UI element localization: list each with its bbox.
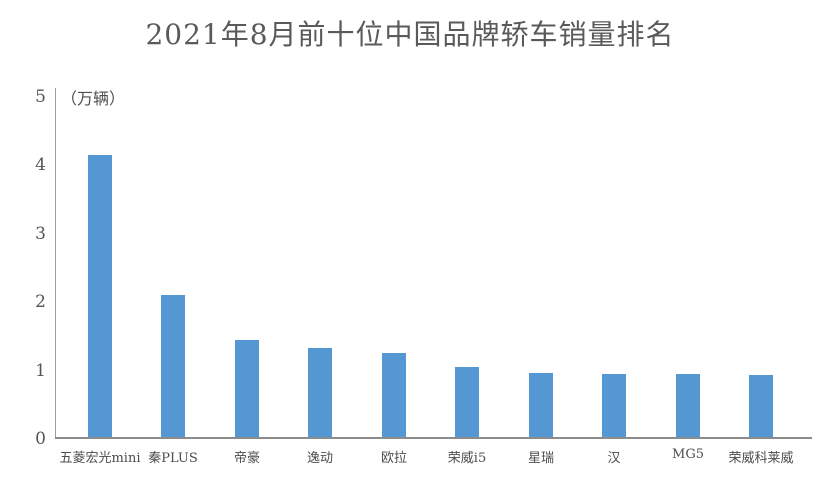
bar-2 [161, 295, 185, 437]
y-tick-label: 5 [35, 87, 46, 107]
x-category-label: 欧拉 [380, 451, 407, 466]
bar-6 [455, 367, 479, 437]
bar-10 [749, 375, 773, 437]
bar-1 [88, 155, 112, 437]
x-category-label: 星瑞 [527, 451, 554, 466]
chart-title: 2021年8月前十位中国品牌轿车销量排名 [145, 18, 675, 51]
y-tick-label: 4 [35, 155, 46, 175]
x-category-label: MG5 [672, 447, 704, 462]
y-axis-line [55, 88, 56, 439]
x-category-label: 汉 [607, 451, 621, 466]
x-category-label: 逸动 [306, 451, 333, 466]
y-axis-unit-label: （万辆） [61, 89, 126, 108]
y-tick-label: 2 [35, 292, 46, 312]
bar-5 [382, 353, 406, 437]
bar-7 [529, 373, 553, 437]
x-category-label: 五菱宏光mini [59, 451, 141, 466]
x-category-label: 秦PLUS [148, 451, 198, 466]
y-tick-label: 1 [35, 361, 46, 381]
bar-9 [676, 374, 700, 437]
bar-8 [602, 374, 626, 437]
bar-3 [235, 340, 259, 437]
y-tick-label: 3 [35, 224, 46, 244]
x-axis-line [55, 437, 812, 439]
x-category-label: 荣威i5 [447, 451, 487, 466]
y-tick-label: 0 [35, 429, 46, 449]
x-category-label: 帝豪 [233, 451, 260, 466]
x-category-label: 荣威科莱威 [728, 451, 794, 466]
bar-4 [308, 348, 332, 437]
